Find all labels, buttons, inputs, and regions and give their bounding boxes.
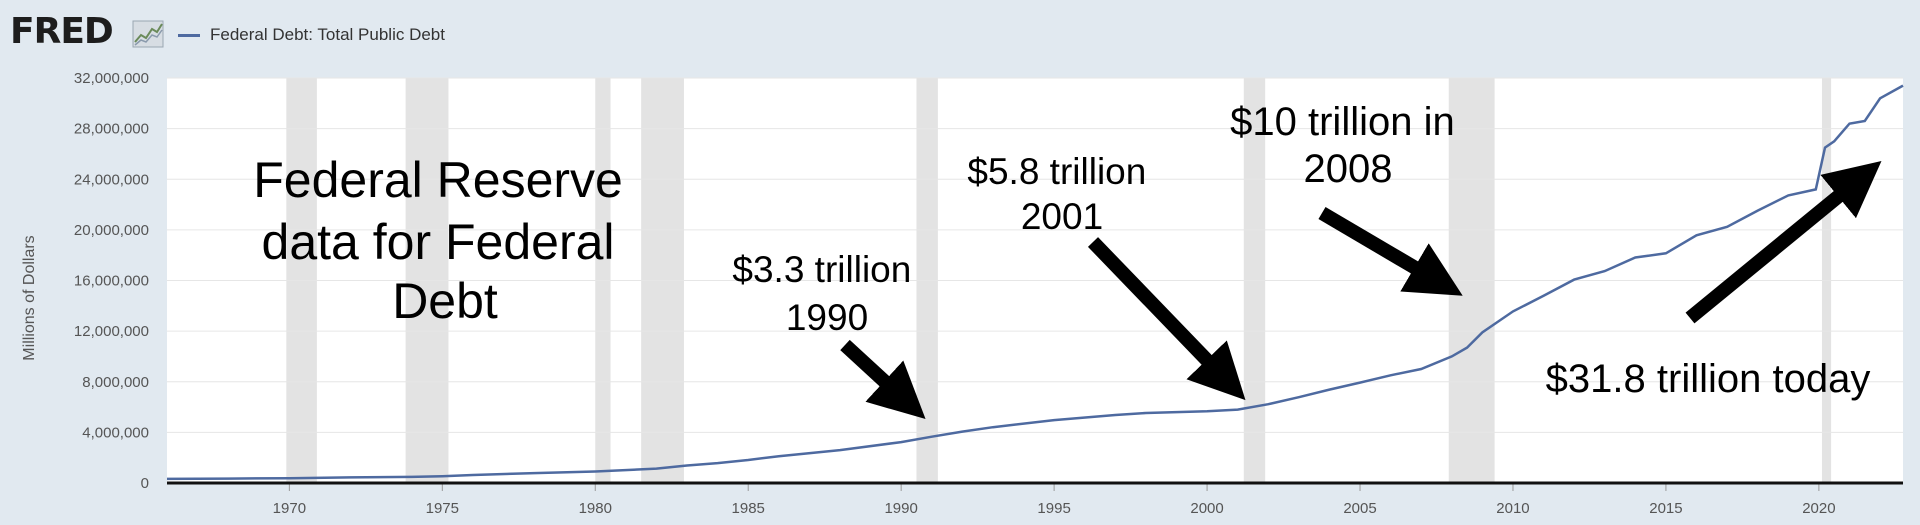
x-tick-label: 1985 — [732, 500, 765, 517]
x-tick-label: 1995 — [1037, 500, 1070, 517]
annotation-today: $31.8 trillion today — [1546, 357, 1871, 401]
y-tick-label: 28,000,000 — [74, 121, 149, 138]
x-tick-label: 1970 — [273, 500, 306, 517]
y-tick-label: 8,000,000 — [82, 374, 149, 391]
arrow-1990 — [840, 339, 926, 420]
x-tick-label: 2000 — [1190, 500, 1223, 517]
y-tick-label: 32,000,000 — [74, 70, 149, 87]
legend[interactable]: Federal Debt: Total Public Debt — [178, 22, 445, 48]
y-tick-label: 16,000,000 — [74, 273, 149, 290]
x-tick-label: 1990 — [884, 500, 917, 517]
annotation-1990: $3.3 trillion 1990 — [732, 249, 921, 338]
x-tick-label: 2015 — [1649, 500, 1682, 517]
arrow-2001 — [1087, 237, 1246, 401]
y-tick-label: 20,000,000 — [74, 222, 149, 239]
header: FRED Federal Debt: Total Public Debt — [0, 0, 1920, 70]
arrow-2008 — [1318, 206, 1463, 296]
legend-label: Federal Debt: Total Public Debt — [210, 25, 445, 44]
annotation-headline: Federal Reserve data for Federal Debt — [253, 152, 637, 329]
y-tick-label: 24,000,000 — [74, 171, 149, 188]
x-tick-label: 2010 — [1496, 500, 1529, 517]
x-tick-label: 2005 — [1343, 500, 1376, 517]
series-line-federal-debt[interactable] — [166, 84, 1904, 481]
legend-swatch — [178, 33, 200, 37]
arrow-today — [1685, 161, 1882, 324]
x-tick-label: 2020 — [1802, 500, 1835, 517]
y-tick-label: 0 — [141, 475, 149, 492]
y-tick-label: 12,000,000 — [74, 323, 149, 340]
x-tick-label: 1980 — [579, 500, 612, 517]
fred-logo[interactable]: FRED — [10, 11, 114, 52]
annotation-2001: $5.8 trillion 2001 — [967, 151, 1156, 237]
y-tick-label: 4,000,000 — [82, 424, 149, 441]
x-tick-label: 1975 — [426, 500, 459, 517]
line-chart-icon — [132, 20, 164, 48]
annotation-2008: $10 trillion in 2008 — [1230, 100, 1466, 191]
